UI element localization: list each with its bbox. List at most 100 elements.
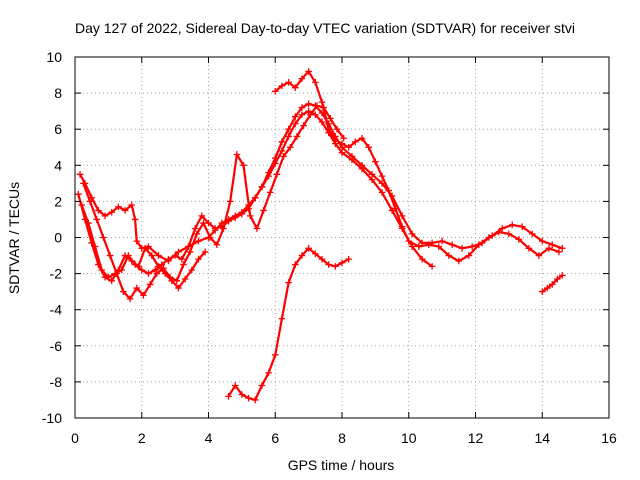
data-point xyxy=(101,212,109,220)
data-point xyxy=(121,252,129,259)
data-point xyxy=(553,275,561,283)
y-tick-label: 6 xyxy=(54,121,62,137)
data-point xyxy=(265,369,272,377)
data-point xyxy=(372,158,379,165)
data-point xyxy=(108,208,116,216)
data-point xyxy=(258,382,266,389)
data-point xyxy=(285,125,292,133)
y-tick-label: -10 xyxy=(42,410,62,426)
data-point xyxy=(378,189,386,196)
y-tick-label: -6 xyxy=(50,338,63,354)
data-point xyxy=(518,223,526,230)
data-point xyxy=(313,102,321,110)
data-point xyxy=(408,243,416,250)
series-track-b xyxy=(78,107,436,281)
data-point xyxy=(318,118,326,126)
data-point xyxy=(178,255,186,263)
x-tick-label: 8 xyxy=(338,430,346,446)
data-point xyxy=(468,243,476,250)
data-point xyxy=(253,225,261,232)
data-point xyxy=(278,138,286,146)
data-point xyxy=(180,261,187,268)
data-point xyxy=(325,125,332,133)
series-layer xyxy=(75,68,566,404)
data-point xyxy=(258,183,266,191)
data-point xyxy=(538,237,546,245)
data-point xyxy=(358,134,366,142)
data-point xyxy=(333,125,341,133)
data-point xyxy=(495,228,503,236)
data-point xyxy=(106,252,114,259)
data-point xyxy=(81,216,89,223)
data-point xyxy=(93,216,100,223)
data-point xyxy=(298,104,306,111)
y-tick-label: -8 xyxy=(50,374,63,390)
data-point xyxy=(265,172,272,180)
data-point xyxy=(186,248,194,256)
data-point xyxy=(291,120,299,128)
data-point xyxy=(151,266,159,274)
data-point xyxy=(312,78,319,86)
data-point xyxy=(415,243,423,250)
data-point xyxy=(338,149,346,156)
series-line xyxy=(77,193,207,290)
data-point xyxy=(298,75,306,82)
chart-title: Day 127 of 2022, Sidereal Day-to-day VTE… xyxy=(75,20,575,36)
y-axis-label: SDTVAR / TECUs xyxy=(6,182,22,294)
data-point xyxy=(306,111,314,119)
y-tick-label: -2 xyxy=(50,266,63,282)
data-point xyxy=(175,284,182,292)
x-tick-label: 14 xyxy=(534,430,550,446)
data-point xyxy=(220,225,227,232)
data-point xyxy=(398,212,406,220)
data-point xyxy=(145,270,152,277)
data-point xyxy=(200,219,207,227)
x-tick-label: 0 xyxy=(71,430,79,446)
data-point xyxy=(153,270,161,277)
data-point xyxy=(115,266,122,274)
data-point xyxy=(231,382,239,389)
data-point xyxy=(332,263,339,270)
data-point xyxy=(185,243,192,250)
data-point xyxy=(75,190,82,198)
data-point xyxy=(213,241,221,249)
data-point xyxy=(240,162,247,169)
data-point xyxy=(338,259,346,267)
data-point xyxy=(245,394,252,402)
data-point xyxy=(528,230,536,238)
series-line xyxy=(274,70,561,263)
x-tick-label: 16 xyxy=(601,430,617,446)
data-point xyxy=(273,171,281,178)
data-point xyxy=(226,198,234,205)
data-point xyxy=(195,237,202,245)
data-point xyxy=(385,187,393,194)
data-point xyxy=(293,133,301,140)
data-point xyxy=(352,138,359,146)
data-point xyxy=(305,68,312,75)
data-point xyxy=(445,252,453,259)
data-point xyxy=(418,255,426,263)
data-point xyxy=(348,156,356,164)
data-point xyxy=(168,277,176,285)
data-point xyxy=(201,248,209,256)
data-point xyxy=(558,272,566,279)
data-point xyxy=(278,147,286,155)
data-point xyxy=(286,143,294,151)
y-tick-label: 2 xyxy=(54,193,62,209)
data-point xyxy=(100,234,107,241)
x-tick-labels: 0 2 4 6 8 10 12 14 16 xyxy=(71,430,617,446)
data-point xyxy=(260,207,267,214)
data-point xyxy=(246,212,254,220)
series-track-g xyxy=(538,272,566,295)
data-point xyxy=(271,351,279,359)
data-point xyxy=(312,250,319,258)
data-point xyxy=(148,252,156,259)
data-point xyxy=(291,84,299,91)
data-point xyxy=(191,225,199,232)
data-point xyxy=(345,255,352,263)
data-point xyxy=(325,261,332,268)
data-point xyxy=(158,261,166,268)
data-point xyxy=(95,261,102,268)
data-point xyxy=(485,234,493,241)
data-point xyxy=(141,245,149,252)
